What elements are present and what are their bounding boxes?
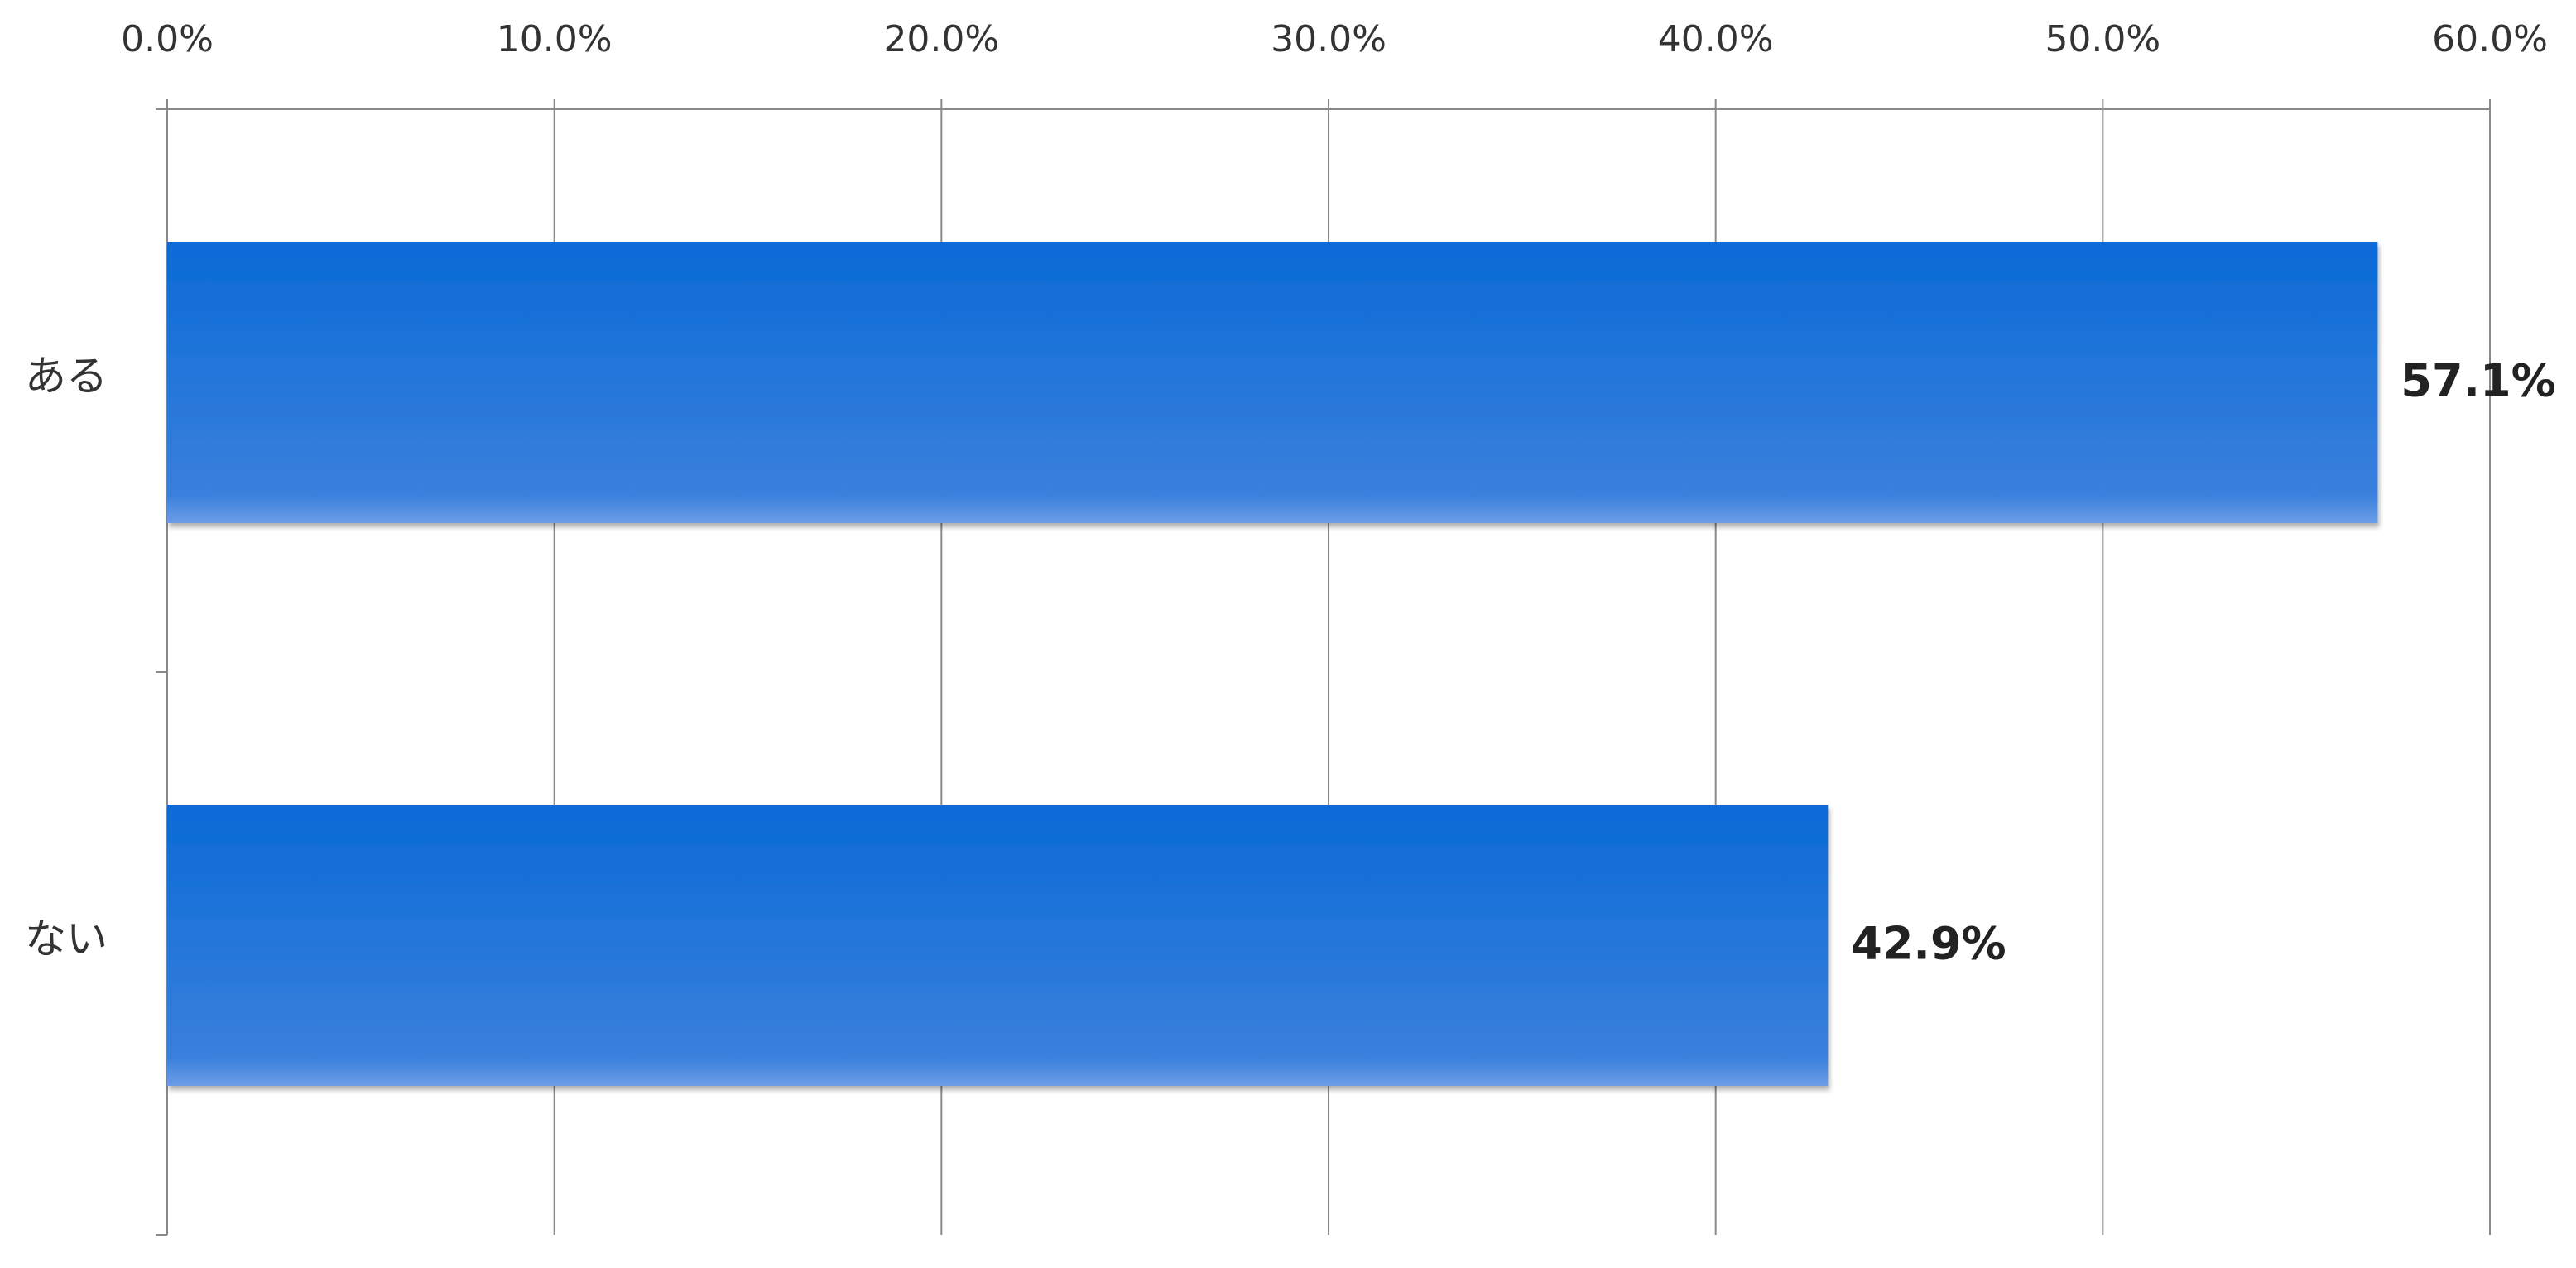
x-tick-label: 50.0%: [2045, 18, 2160, 60]
x-tick-label: 30.0%: [1271, 18, 1387, 60]
x-tick-label: 20.0%: [883, 18, 999, 60]
x-tick-label: 10.0%: [497, 18, 613, 60]
bar: [167, 805, 1829, 1086]
x-tick-label: 40.0%: [1658, 18, 1774, 60]
x-tick-label: 0.0%: [121, 18, 214, 60]
y-tick-label: ない: [25, 915, 108, 963]
value-label: 57.1%: [2401, 355, 2555, 407]
x-tick-label: 60.0%: [2432, 18, 2548, 60]
bar: [167, 242, 2378, 523]
y-tick-label: ある: [25, 353, 108, 401]
value-label: 42.9%: [1851, 918, 2006, 970]
